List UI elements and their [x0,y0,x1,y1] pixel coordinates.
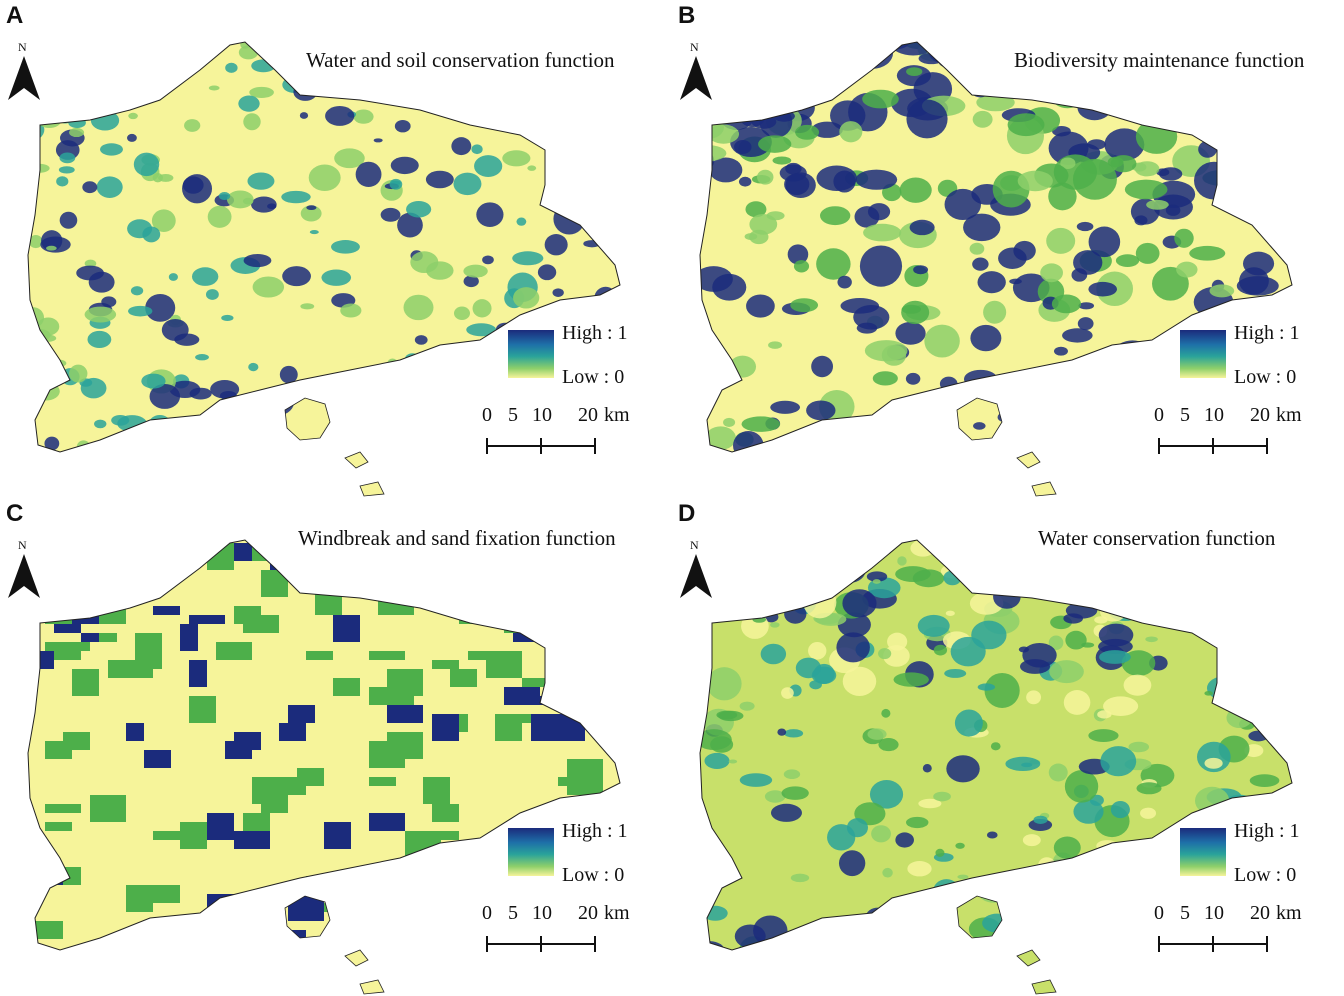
north-arrow-icon: N [4,40,44,102]
scale-label-5: 5 [508,902,518,924]
legend-low-label: Low : 0 [1234,366,1297,388]
legend: High : 1 Low : 0 [508,322,668,394]
panel-title: Biodiversity maintenance function [1014,48,1305,72]
scale-label-20: 20 [578,404,598,426]
legend-gradient [1180,330,1226,378]
legend-high-label: High : 1 [562,820,628,842]
north-arrow-icon: N [4,538,44,600]
panel-a: A Water and soil conservation function N… [0,0,672,498]
scale-label-10: 10 [532,404,552,426]
scale-bar: 0 5 10 20 km [478,902,658,962]
scale-line [486,438,596,454]
panel-d: D Water conservation function N High : 1… [672,498,1344,996]
panel-b: B Biodiversity maintenance function N Hi… [672,0,1344,498]
panel-letter: D [678,500,696,527]
scale-label-unit: km [1276,404,1302,426]
north-letter: N [18,538,27,552]
scale-label-0: 0 [1154,404,1164,426]
scale-label-unit: km [604,902,630,924]
scale-label-0: 0 [1154,902,1164,924]
map-area [699,539,1293,995]
scale-label-5: 5 [1180,404,1190,426]
scale-label-10: 10 [1204,902,1224,924]
scale-line [486,936,596,952]
scale-label-20: 20 [1250,404,1270,426]
scale-bar: 0 5 10 20 km [1150,404,1330,464]
map-area [699,41,1293,497]
panel-title: Windbreak and sand fixation function [298,526,616,550]
panel-letter: C [6,500,24,527]
panel-title: Water and soil conservation function [306,48,615,72]
panel-letter: A [6,2,24,29]
scale-line [1158,936,1268,952]
scale-label-unit: km [1276,902,1302,924]
legend-high-label: High : 1 [562,322,628,344]
scale-label-0: 0 [482,902,492,924]
legend-low-label: Low : 0 [1234,864,1297,886]
scale-bar: 0 5 10 20 km [478,404,658,464]
scale-line [1158,438,1268,454]
scale-label-0: 0 [482,404,492,426]
legend: High : 1 Low : 0 [1180,820,1340,892]
scale-label-unit: km [604,404,630,426]
map-area [27,539,621,995]
scale-label-20: 20 [1250,902,1270,924]
scale-label-10: 10 [1204,404,1224,426]
north-arrow-icon: N [676,40,716,102]
legend-gradient [508,828,554,876]
legend-low-label: Low : 0 [562,864,625,886]
legend: High : 1 Low : 0 [1180,322,1340,394]
north-letter: N [690,538,699,552]
legend-low-label: Low : 0 [562,366,625,388]
panel-letter: B [678,2,696,29]
north-letter: N [18,40,27,54]
legend-gradient [508,330,554,378]
legend-high-label: High : 1 [1234,820,1300,842]
scale-label-5: 5 [1180,902,1190,924]
north-arrow-icon: N [676,538,716,600]
legend-gradient [1180,828,1226,876]
north-letter: N [690,40,699,54]
scale-label-5: 5 [508,404,518,426]
scale-label-10: 10 [532,902,552,924]
map-area [27,41,621,497]
panel-c: C Windbreak and sand fixation function N… [0,498,672,996]
legend: High : 1 Low : 0 [508,820,668,892]
scale-bar: 0 5 10 20 km [1150,902,1330,962]
scale-label-20: 20 [578,902,598,924]
legend-high-label: High : 1 [1234,322,1300,344]
panel-title: Water conservation function [1038,526,1276,550]
